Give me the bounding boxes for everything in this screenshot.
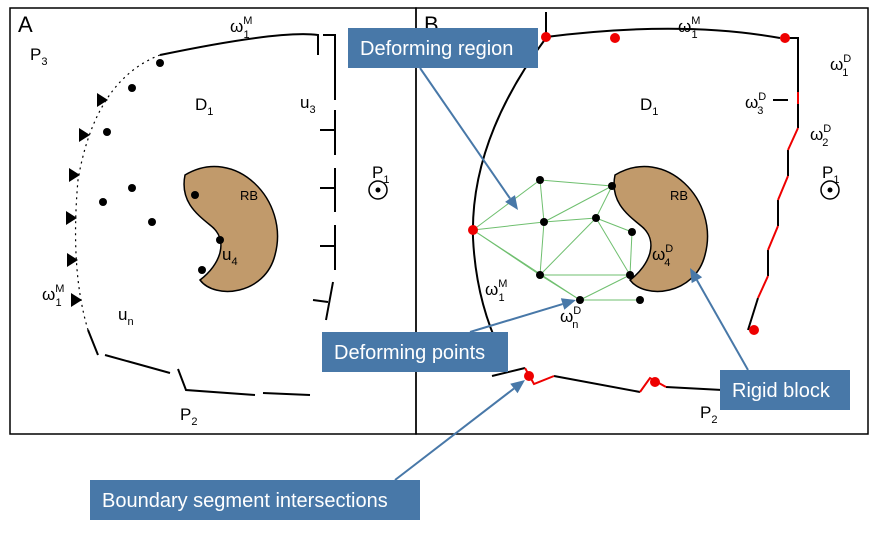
b-right-red-1 xyxy=(788,128,798,150)
a-label-omega1m-left: ωM1 xyxy=(42,283,64,309)
b-dot-red-6 xyxy=(749,325,759,335)
b-right-red-3 xyxy=(768,226,778,250)
a-label-p3: P3 xyxy=(30,45,47,68)
b-dot-black-8 xyxy=(636,296,644,304)
a-dot-7 xyxy=(198,266,206,274)
a-dot-2 xyxy=(103,128,111,136)
a-right-tick-3 xyxy=(313,282,333,320)
b-label-rb: RB xyxy=(670,188,688,203)
diagram-figure: AP3P1P2D1RBωM1ωM1u3u4unBP1P2D1RBωM1ωM1ωD… xyxy=(0,0,878,537)
b-green-edge-17 xyxy=(630,232,632,275)
b-top-right-corner xyxy=(785,38,798,92)
a-triangle-0 xyxy=(97,93,108,107)
a-label-p2: P2 xyxy=(180,405,197,428)
b-dot-black-7 xyxy=(626,271,634,279)
b-right-red-4 xyxy=(758,276,768,298)
b-label-p2: P2 xyxy=(700,403,717,426)
a-right-tick-2 xyxy=(320,225,335,270)
b-green-edge-10 xyxy=(596,218,632,232)
b-bottom-black-1 xyxy=(554,376,640,392)
b-dot-red-0 xyxy=(468,225,478,235)
b-label-d1: D1 xyxy=(640,95,658,118)
a-label-d1: D1 xyxy=(195,95,213,118)
b-dot-black-6 xyxy=(576,296,584,304)
b-green-edge-1 xyxy=(473,222,544,230)
a-label-omega1m-top: ωM1 xyxy=(230,15,252,41)
b-label-omega2d: ωD2 xyxy=(810,123,831,149)
rigid-block-callout-text: Rigid block xyxy=(732,380,831,402)
a-triangle-1 xyxy=(79,128,90,142)
b-green-edge-4 xyxy=(540,180,544,222)
a-top-right xyxy=(323,35,335,100)
b-green-edge-8 xyxy=(540,222,544,275)
a-right-tick-0 xyxy=(320,110,335,155)
b-left-curve xyxy=(473,38,546,350)
b-dot-red-5 xyxy=(650,377,660,387)
a-label-u3: u3 xyxy=(300,93,316,116)
b-dot-black-2 xyxy=(592,214,600,222)
b-dot-black-0 xyxy=(536,176,544,184)
a-bottom-seg-0 xyxy=(88,330,98,355)
a-p1-dot xyxy=(376,188,381,193)
b-green-edge-5 xyxy=(540,180,612,186)
b-dot-black-5 xyxy=(536,271,544,279)
b-green-edge-12 xyxy=(540,218,596,275)
b-label-omega1d: ωD1 xyxy=(830,53,851,79)
a-dot-6 xyxy=(191,191,199,199)
b-green-edge-15 xyxy=(580,275,630,300)
deforming-region-arrow xyxy=(420,68,510,198)
b-green-edge-13 xyxy=(540,275,580,300)
b-label-omegand: ωDn xyxy=(560,305,581,331)
rigid-block-arrow xyxy=(697,280,748,370)
b-dot-black-3 xyxy=(608,182,616,190)
a-top-boundary xyxy=(160,34,318,55)
b-green-edge-0 xyxy=(473,180,540,230)
b-dot-red-4 xyxy=(524,371,534,381)
bsi-callout-text: Boundary segment intersections xyxy=(102,490,388,512)
b-label-omega1m-top: ωM1 xyxy=(678,15,700,41)
a-label-p1: P1 xyxy=(372,163,389,186)
deforming-region-callout-text: Deforming region xyxy=(360,38,513,60)
b-dot-black-4 xyxy=(628,228,636,236)
a-right-tick-1 xyxy=(320,168,335,212)
b-label-omega3d: ωD3 xyxy=(745,91,766,117)
a-dot-5 xyxy=(148,218,156,226)
a-bottom-seg-1 xyxy=(105,355,170,373)
b-top-curve xyxy=(546,29,780,38)
b-dot-red-1 xyxy=(541,32,551,42)
b-right-red-2 xyxy=(778,176,788,200)
b-dot-red-2 xyxy=(610,33,620,43)
b-green-edge-7 xyxy=(544,218,596,222)
a-dot-8 xyxy=(216,236,224,244)
a-label-un: un xyxy=(118,305,134,328)
a-label-rb: RB xyxy=(240,188,258,203)
a-dot-1 xyxy=(156,59,164,67)
a-dot-3 xyxy=(99,198,107,206)
b-label-omega1m-left: ωM1 xyxy=(485,278,507,304)
deforming-points-callout-text: Deforming points xyxy=(334,342,485,364)
a-bottom-seg-2 xyxy=(178,369,255,395)
b-green-edge-11 xyxy=(596,218,630,275)
b-dot-black-1 xyxy=(540,218,548,226)
b-dot-red-3 xyxy=(780,33,790,43)
a-left-dotted xyxy=(76,55,160,330)
panel-a-letter: A xyxy=(18,12,33,37)
b-green-edge-6 xyxy=(544,186,612,222)
bsi-arrow-head xyxy=(510,380,525,393)
a-rigid-block xyxy=(184,167,277,292)
a-dot-4 xyxy=(128,184,136,192)
a-bottom-seg-3 xyxy=(263,393,310,395)
a-dot-0 xyxy=(128,84,136,92)
b-p1-dot xyxy=(828,188,833,193)
